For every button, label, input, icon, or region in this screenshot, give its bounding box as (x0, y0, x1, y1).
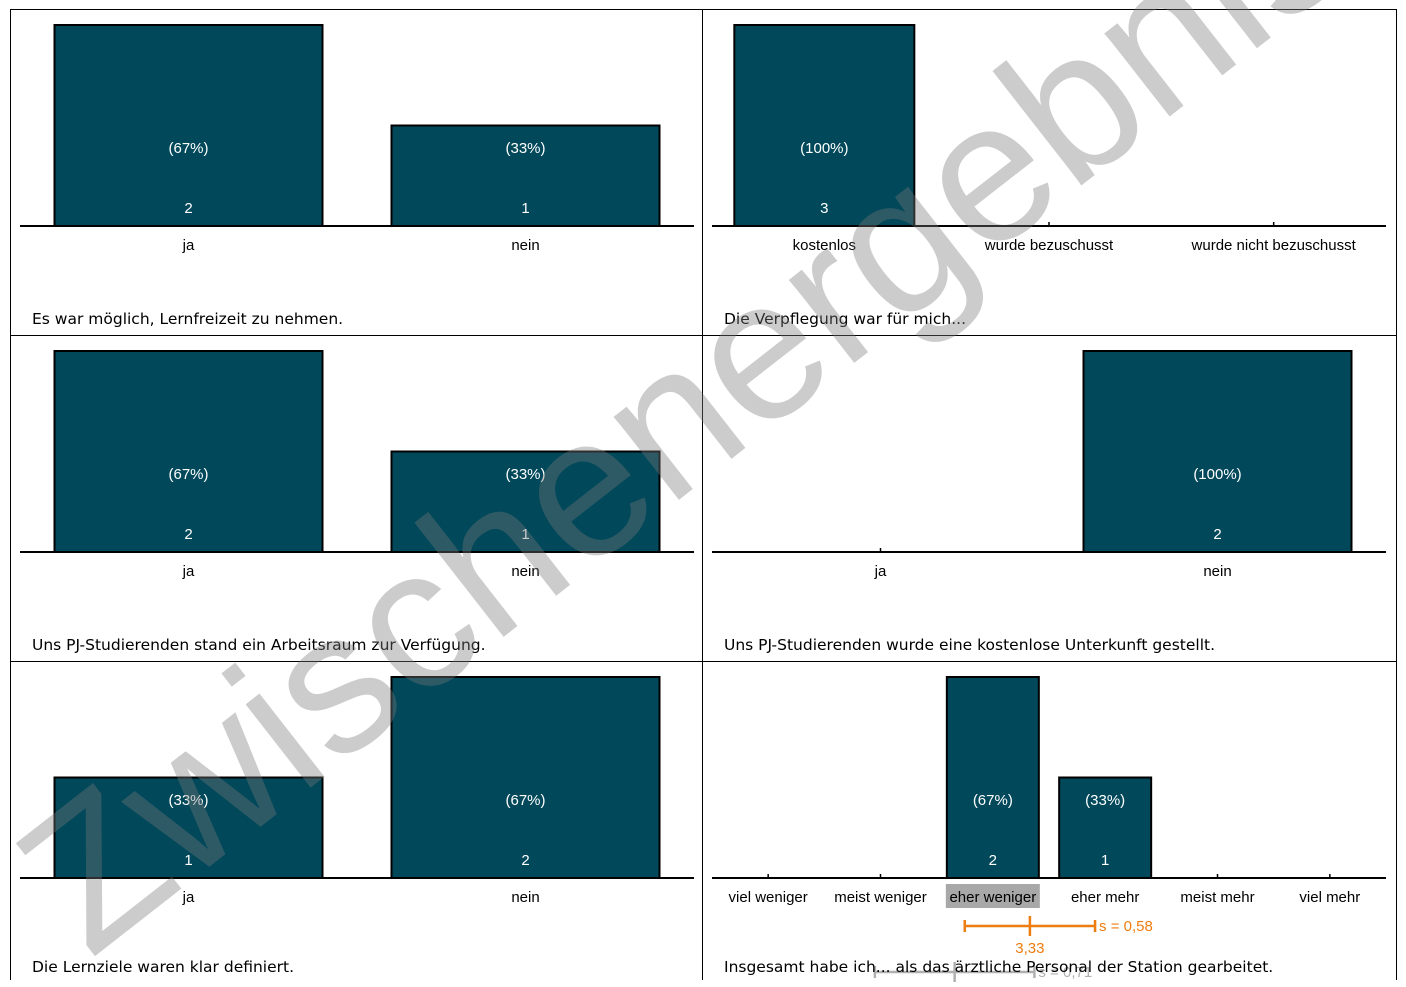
bar-nein (390, 450, 661, 553)
chart-caption: Uns PJ-Studierenden stand ein Arbeitsrau… (32, 636, 486, 654)
x-tick-label: eher weniger (949, 889, 1036, 906)
chart-panel-6: viel weniger meist weniger (67%) 2 eher weni… (702, 661, 1394, 987)
mean-label: 3,33 (1015, 940, 1044, 957)
bar-percent-label: (33%) (1085, 792, 1125, 809)
chart-caption: Uns PJ-Studierenden wurde eine kostenlos… (724, 636, 1216, 654)
x-tick-label: wurde nicht bezuschusst (1191, 237, 1357, 254)
sd-label: s = 0,71 (1038, 964, 1092, 981)
bar-count-label: 1 (521, 200, 529, 217)
grid-line (1396, 9, 1397, 980)
chart-panel-1: (67%) 2 ja (33%) 1 nein Es war möglich, Lernfr… (10, 9, 702, 335)
bar-percent-label: (100%) (800, 140, 848, 157)
bar-percent-label: (33%) (505, 466, 545, 483)
grid-line (10, 661, 1396, 662)
mean-marker: s = 0,58 3,33 (963, 916, 1153, 957)
bar-count-label: 1 (521, 526, 529, 543)
x-tick-label: viel weniger (729, 889, 808, 906)
bar-nein (390, 676, 661, 879)
x-tick-label: nein (1203, 563, 1231, 580)
grid-line (10, 335, 1396, 336)
bar-percent-label: (33%) (505, 140, 545, 157)
bar-count-label: 2 (1213, 526, 1221, 543)
chart-caption: Es war möglich, Lernfreizeit zu nehmen. (32, 310, 344, 328)
bar-ja (53, 776, 324, 879)
x-tick-label: kostenlos (793, 237, 856, 254)
bar-count-label: 2 (521, 852, 529, 869)
bar-count-label: 1 (1101, 852, 1109, 869)
category-highlight (945, 884, 1040, 908)
bar-percent-label: (67%) (973, 792, 1013, 809)
bar-percent-label: (67%) (505, 792, 545, 809)
x-tick-label: wurde bezuschusst (984, 237, 1114, 254)
bar-chart: (67%) 2 ja (33%) 1 nein (20, 24, 694, 254)
x-tick-label: nein (511, 563, 539, 580)
chart-panel-5: (33%) 1 ja (67%) 2 nein Die Lernziele waren kl… (10, 661, 702, 987)
chart-caption: Die Lernziele waren klar definiert. (32, 958, 295, 976)
bar-chart: (100%) 3 kostenlos wurde bezuschusst wurde n… (712, 24, 1386, 254)
bar-chart: (33%) 1 ja (67%) 2 nein (20, 676, 694, 906)
bar-chart: (67%) 2 ja (33%) 1 nein (20, 350, 694, 580)
x-tick-label: nein (511, 889, 539, 906)
x-tick-label: ja (182, 563, 195, 580)
x-tick-label: viel mehr (1299, 889, 1360, 906)
bar-count-label: 3 (820, 200, 828, 217)
x-tick-label: ja (182, 237, 195, 254)
chart-caption: Die Verpflegung war für mich... (724, 310, 966, 328)
bar-count-label: 2 (184, 200, 192, 217)
x-tick-label: meist mehr (1180, 889, 1254, 906)
x-tick-label: meist weniger (834, 889, 927, 906)
bar-percent-label: (100%) (1193, 466, 1241, 483)
bar-eher-mehr (1058, 776, 1153, 879)
sd-label: s = 0,58 (1099, 918, 1153, 935)
bar-chart: viel weniger meist weniger (67%) 2 eher weni… (712, 676, 1386, 987)
grid-line (702, 9, 703, 980)
x-tick-label: ja (182, 889, 195, 906)
grid-line (10, 9, 1396, 10)
x-tick-label: eher mehr (1071, 889, 1139, 906)
chart-panel-4: ja (100%) 2 nein Uns PJ-Studierenden wurde e… (702, 335, 1394, 661)
bar-count-label: 2 (184, 526, 192, 543)
bar-nein (1082, 350, 1353, 553)
x-tick-label: nein (511, 237, 539, 254)
bar-eher-weniger (945, 676, 1040, 879)
bar-percent-label: (33%) (168, 792, 208, 809)
bar-kostenlos (733, 24, 916, 227)
bar-count-label: 2 (989, 852, 997, 869)
bar-percent-label: (67%) (168, 140, 208, 157)
bar-nein (390, 124, 661, 227)
chart-caption: Insgesamt habe ich... als das ärztliche … (724, 958, 1274, 976)
x-tick-label: ja (874, 563, 887, 580)
bar-ja (53, 24, 324, 227)
bar-ja (53, 350, 324, 553)
chart-panel-3: (67%) 2 ja (33%) 1 nein Uns PJ-Studierenden st… (10, 335, 702, 661)
bar-percent-label: (67%) (168, 466, 208, 483)
chart-panel-2: (100%) 3 kostenlos wurde bezuschusst wurde n… (702, 9, 1394, 335)
bar-count-label: 1 (184, 852, 192, 869)
grid-line (10, 9, 11, 980)
bar-chart: ja (100%) 2 nein (712, 350, 1386, 580)
